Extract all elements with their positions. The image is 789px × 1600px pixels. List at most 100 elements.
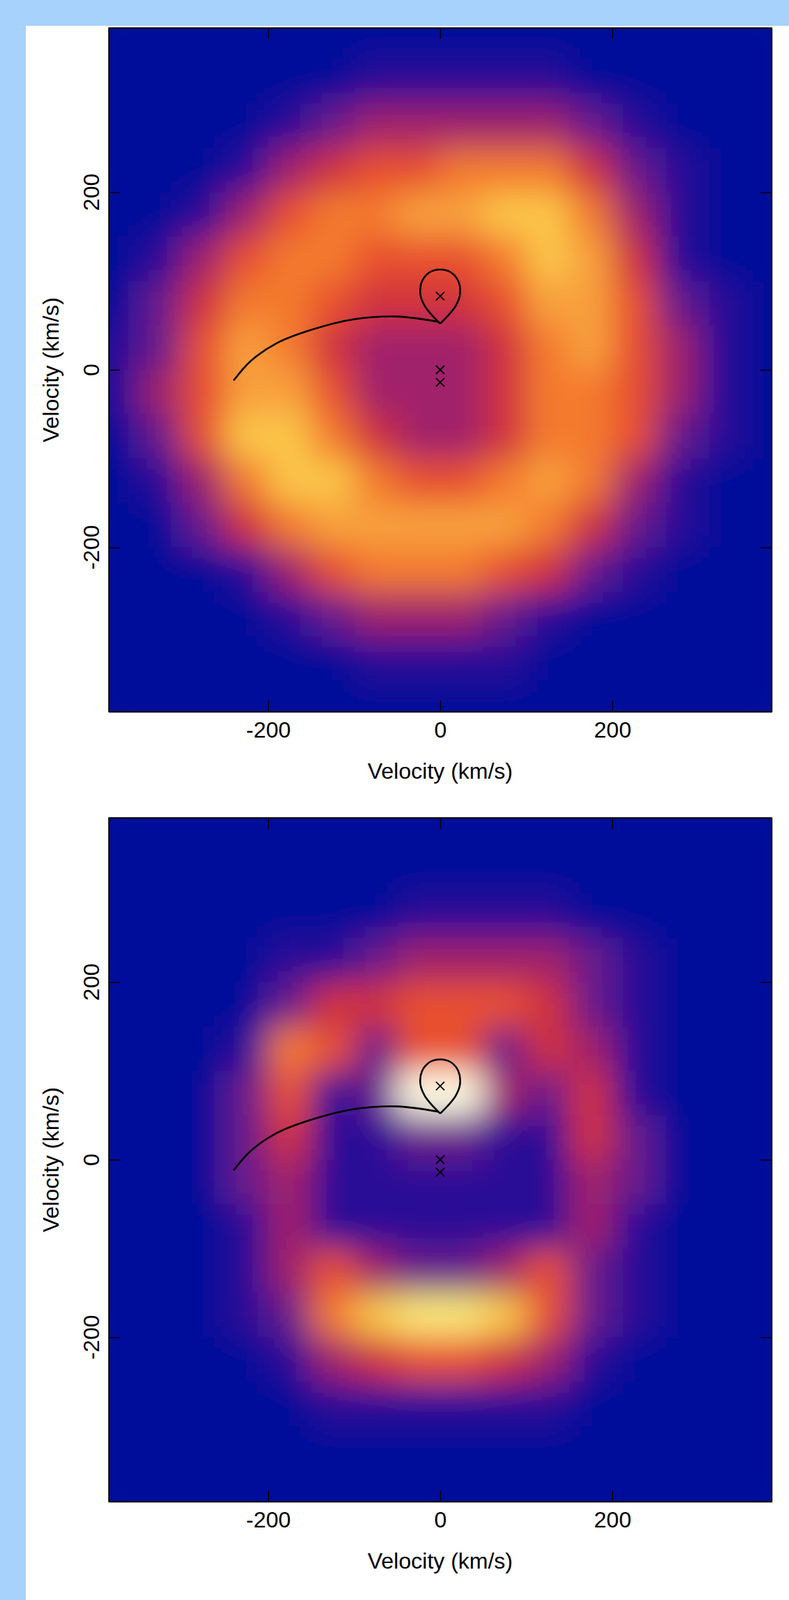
heatmap-cell xyxy=(741,281,772,326)
heatmap-cell xyxy=(612,1292,656,1338)
heatmap-cell xyxy=(138,1425,183,1471)
heatmap-cell xyxy=(612,236,656,282)
heatmap-cell xyxy=(396,680,441,712)
heatmap-cell xyxy=(569,1337,613,1382)
heatmap-cell xyxy=(311,636,355,681)
heatmap-cell xyxy=(612,1337,656,1382)
heatmap-cell xyxy=(138,937,183,983)
heatmap-cell xyxy=(526,325,570,370)
heatmap-cell xyxy=(267,1425,312,1471)
heatmap-cell xyxy=(108,1425,140,1471)
y-axis-title: Velocity (km/s) xyxy=(38,297,64,443)
tick: 200 xyxy=(594,1490,632,1532)
heatmap-cell xyxy=(741,680,772,712)
heatmap-cell xyxy=(526,680,570,712)
plot-background xyxy=(108,817,772,1502)
heatmap-cell xyxy=(612,103,656,148)
heatmap-cell xyxy=(698,848,742,894)
heatmap-cell xyxy=(267,1469,312,1502)
heatmap-cell xyxy=(569,236,613,282)
heatmap-cell xyxy=(741,848,772,894)
heatmap-cell xyxy=(612,680,656,712)
heatmap-cell xyxy=(267,680,312,712)
heatmap-cell xyxy=(138,1114,183,1160)
heatmap-cell xyxy=(526,458,570,503)
heatmap-cell xyxy=(440,981,484,1027)
plot-area xyxy=(108,817,772,1502)
heatmap-cell xyxy=(108,817,140,849)
heatmap-cell xyxy=(440,1070,484,1116)
tick xyxy=(760,1159,772,1161)
heatmap-cell xyxy=(396,1026,441,1071)
heatmap-cell xyxy=(267,1337,312,1382)
heatmap-cell xyxy=(698,369,742,415)
heatmap-cell xyxy=(569,892,613,938)
heatmap-cell xyxy=(741,1337,772,1382)
heatmap-cell xyxy=(354,1159,398,1205)
plot-frame xyxy=(108,27,772,712)
tick xyxy=(440,27,441,40)
heatmap-cell xyxy=(182,1114,226,1160)
axis xyxy=(108,28,120,713)
heatmap-cell xyxy=(138,369,183,415)
heatmap-cell xyxy=(182,1469,226,1502)
heatmap-cell xyxy=(741,191,772,237)
tick xyxy=(440,817,441,829)
heatmap-cell xyxy=(354,369,398,415)
tick-label: -200 xyxy=(246,717,291,743)
heatmap-cell xyxy=(138,59,183,104)
heatmap-cell xyxy=(569,1381,613,1426)
x-axis-title: Velocity (km/s) xyxy=(367,758,513,784)
heatmap-cell xyxy=(311,1159,355,1205)
heatmap-cell xyxy=(396,937,441,983)
heatmap-cell xyxy=(225,1248,269,1293)
heatmap-cell xyxy=(655,325,699,370)
heatmap-cell xyxy=(612,1425,656,1471)
heatmap-cell xyxy=(526,1381,570,1426)
heatmap-cell xyxy=(311,236,355,282)
heatmap-cell xyxy=(354,458,398,503)
heatmap-cell xyxy=(698,1114,742,1160)
gas-stream xyxy=(233,316,439,381)
heatmap-cell xyxy=(138,414,183,460)
heatmap-cell xyxy=(396,1159,441,1205)
tick-label: 0 xyxy=(78,1153,104,1166)
heatmap-cell xyxy=(526,636,570,681)
heatmap-cell xyxy=(526,27,570,60)
tick xyxy=(267,817,269,829)
heatmap-cell xyxy=(108,103,140,148)
heatmap-cell xyxy=(569,1070,613,1116)
heatmap-cell xyxy=(569,1248,613,1293)
heatmap-cell xyxy=(698,636,742,681)
heatmap-cell xyxy=(741,591,772,637)
heatmap-cell xyxy=(741,1381,772,1426)
heatmap-cell xyxy=(741,817,772,849)
heatmap-cell xyxy=(483,103,527,148)
heatmap-cell xyxy=(655,27,699,60)
heatmap-cell xyxy=(483,458,527,503)
heatmap-cell xyxy=(182,1425,226,1471)
heatmap-cell xyxy=(741,1070,772,1116)
heatmap-cell xyxy=(138,103,183,148)
heatmap-cell xyxy=(440,1381,484,1426)
heatmap-cell xyxy=(483,937,527,983)
heatmap-cell xyxy=(354,191,398,237)
heatmap-cell xyxy=(569,848,613,894)
heatmap-cell xyxy=(655,1070,699,1116)
axis xyxy=(760,818,773,1502)
heatmap-cell xyxy=(440,1026,484,1071)
heatmap-cell xyxy=(182,636,226,681)
heatmap-cell xyxy=(698,937,742,983)
tick-mark xyxy=(267,1490,270,1502)
heatmap-cell xyxy=(698,1469,742,1502)
heatmap-cell xyxy=(440,636,484,681)
heatmap-cell xyxy=(225,591,269,637)
heatmap-cell xyxy=(267,369,312,415)
heatmap-cell xyxy=(483,1159,527,1205)
heatmap-cell xyxy=(182,369,226,415)
heatmap-cell xyxy=(225,1469,269,1502)
tick-mark xyxy=(267,817,270,829)
heatmap-cell xyxy=(655,59,699,104)
heatmap-cell xyxy=(526,147,570,193)
tick-mark xyxy=(440,817,442,829)
